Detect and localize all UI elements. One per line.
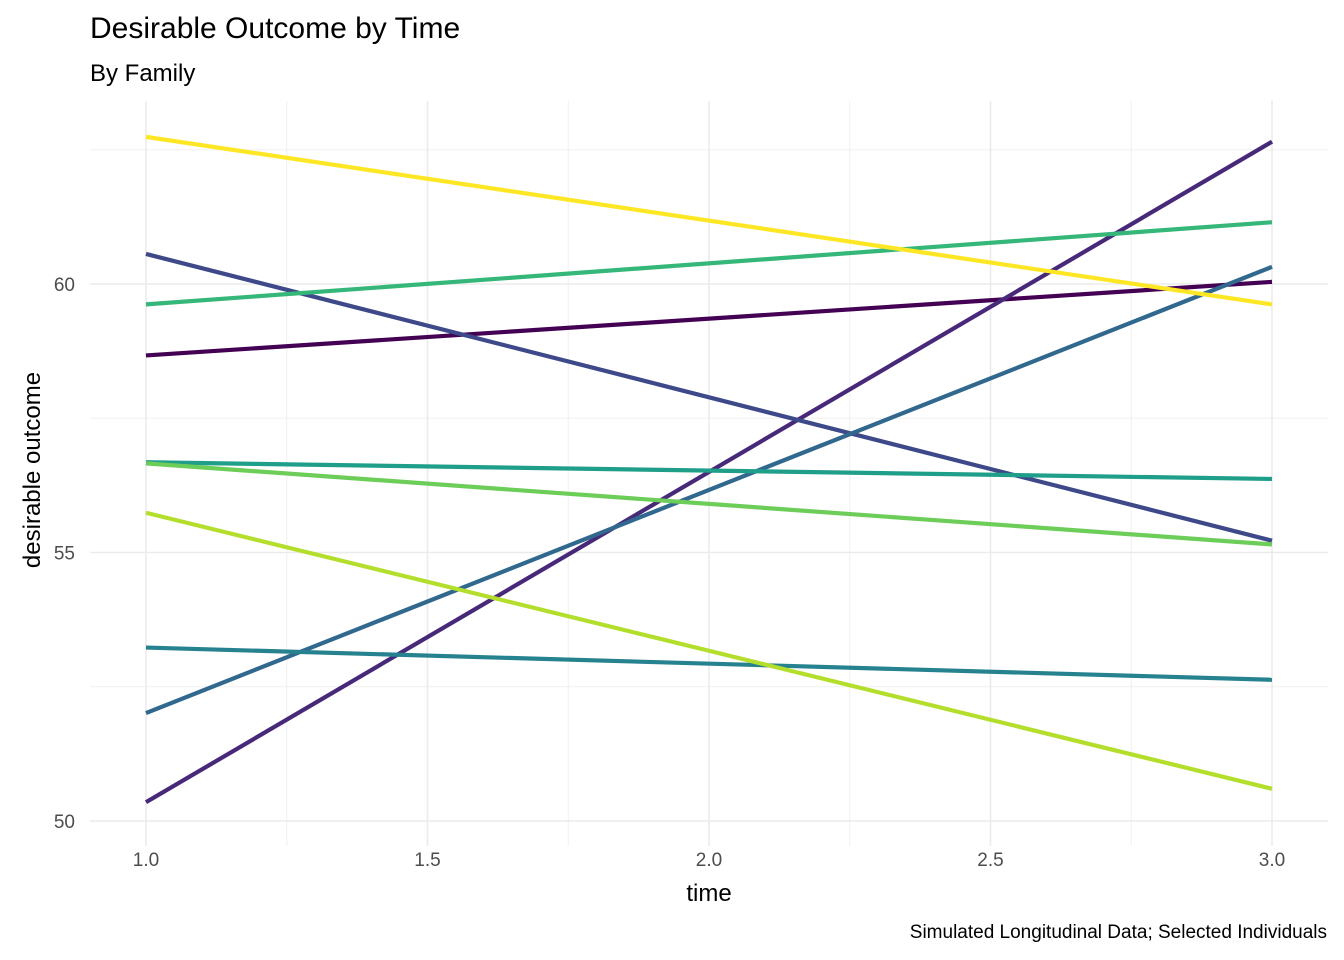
y-axis-title: desirable outcome	[19, 372, 46, 568]
series-line-10	[145, 134, 1273, 307]
x-tick-label: 2.0	[696, 850, 722, 871]
series-line-8	[145, 461, 1273, 547]
series-line-9	[145, 510, 1273, 791]
y-tick-label: 50	[54, 812, 75, 833]
chart-caption: Simulated Longitudinal Data; Selected In…	[909, 922, 1327, 943]
series-line-5	[145, 645, 1273, 682]
y-axis-ticks: 50 55 60	[54, 275, 75, 833]
x-tick-label: 1.0	[133, 850, 159, 871]
x-tick-label: 1.5	[414, 850, 440, 871]
series-line-1	[145, 279, 1273, 358]
x-tick-label: 2.5	[977, 850, 1003, 871]
series-line-7	[145, 220, 1273, 307]
y-tick-label: 55	[54, 544, 75, 565]
series-line-3	[145, 251, 1273, 543]
series-line-6	[145, 460, 1273, 482]
x-axis-title: time	[686, 880, 731, 907]
series-lines	[144, 134, 1274, 805]
x-axis-ticks: 1.0 1.5 2.0 2.5 3.0	[133, 850, 1285, 871]
chart-subtitle: By Family	[90, 60, 196, 87]
series-line-4	[145, 264, 1273, 716]
x-tick-label: 3.0	[1259, 850, 1285, 871]
chart-title: Desirable Outcome by Time	[90, 12, 461, 45]
y-tick-label: 60	[54, 275, 75, 296]
